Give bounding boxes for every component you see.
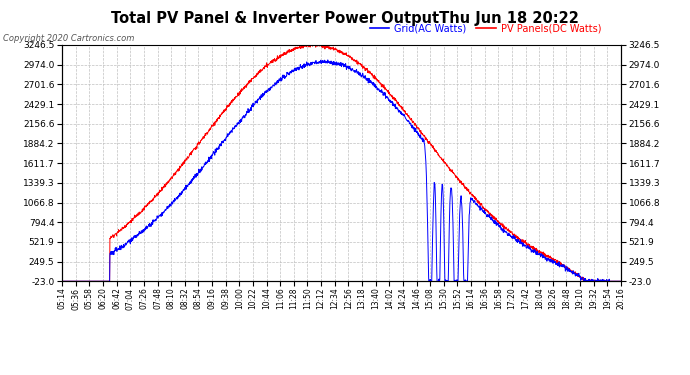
Text: Total PV Panel & Inverter Power OutputThu Jun 18 20:22: Total PV Panel & Inverter Power OutputTh… [111, 11, 579, 26]
Text: Copyright 2020 Cartronics.com: Copyright 2020 Cartronics.com [3, 34, 135, 43]
Legend: Grid(AC Watts), PV Panels(DC Watts): Grid(AC Watts), PV Panels(DC Watts) [366, 19, 605, 37]
